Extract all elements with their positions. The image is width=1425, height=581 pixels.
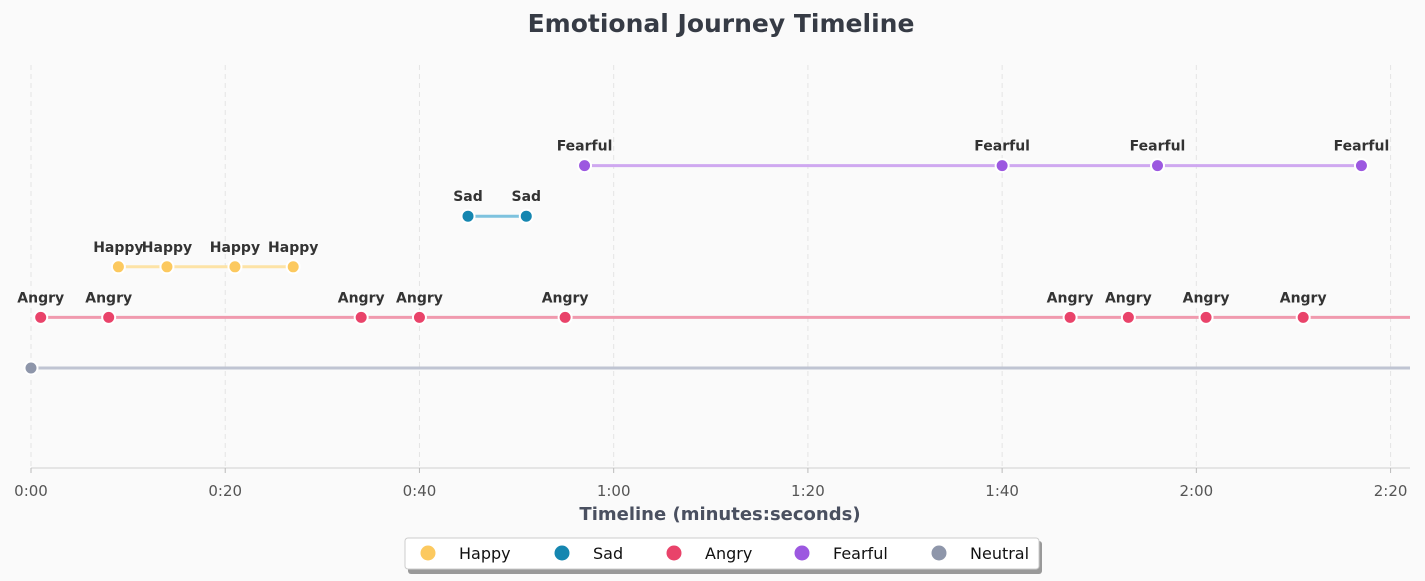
x-tick-label: 1:00 — [597, 482, 631, 500]
data-point — [460, 208, 476, 224]
data-point — [1295, 309, 1311, 325]
data-point — [227, 259, 243, 275]
point-label: Angry — [542, 290, 589, 306]
x-tick-label: 0:20 — [208, 482, 242, 500]
point-label: Angry — [85, 290, 132, 306]
point-label: Angry — [338, 290, 385, 306]
grid-lines — [30, 65, 1392, 468]
x-tick-label: 0:40 — [403, 482, 437, 500]
point-label: Angry — [17, 290, 64, 306]
legend-marker — [554, 545, 570, 561]
chart-title: Emotional Journey Timeline — [528, 9, 915, 38]
point-label: Happy — [142, 240, 192, 256]
legend-marker — [666, 545, 682, 561]
data-point — [1150, 158, 1166, 174]
legend-label: Angry — [705, 544, 752, 563]
data-point — [411, 309, 427, 325]
x-tick-label: 2:00 — [1180, 482, 1214, 500]
data-point — [101, 309, 117, 325]
point-label: Fearful — [974, 139, 1030, 155]
point-label: Happy — [93, 240, 143, 256]
point-label: Fearful — [1334, 139, 1390, 155]
data-point — [1198, 309, 1214, 325]
point-label: Happy — [268, 240, 318, 256]
legend-marker — [420, 545, 436, 561]
data-point — [159, 259, 175, 275]
point-label: Angry — [1047, 290, 1094, 306]
legend-label: Neutral — [970, 544, 1029, 563]
x-tick-label: 1:20 — [791, 482, 825, 500]
legend-label: Sad — [593, 544, 623, 563]
legend-marker — [794, 545, 810, 561]
legend-marker — [931, 545, 947, 561]
series-angry: Angry Angry Angry Angry Angry Angry Angry Angry… — [17, 290, 1410, 325]
series-fearful: Fearful Fearful Fearful Fearful — [557, 139, 1390, 174]
point-label: Fearful — [1130, 139, 1186, 155]
point-label: Sad — [453, 189, 483, 205]
data-point — [577, 158, 593, 174]
x-tick-label: 0:00 — [14, 482, 48, 500]
data-point — [1353, 158, 1369, 174]
point-label: Angry — [1105, 290, 1152, 306]
point-label: Sad — [511, 189, 541, 205]
data-point — [110, 259, 126, 275]
data-point — [353, 309, 369, 325]
data-point — [23, 360, 39, 376]
x-tick-label: 1:40 — [985, 482, 1019, 500]
series-neutral — [23, 360, 1410, 376]
data-point — [1120, 309, 1136, 325]
x-tick-label: 2:20 — [1374, 482, 1408, 500]
legend-label: Happy — [459, 544, 511, 563]
data-point — [33, 309, 49, 325]
data-point — [285, 259, 301, 275]
data-point — [994, 158, 1010, 174]
point-label: Fearful — [557, 139, 613, 155]
point-label: Angry — [1183, 290, 1230, 306]
data-point — [557, 309, 573, 325]
data-point — [518, 208, 534, 224]
point-label: Happy — [210, 240, 260, 256]
legend-label: Fearful — [833, 544, 888, 563]
series-sad: Sad Sad — [453, 189, 541, 224]
point-label: Angry — [1280, 290, 1327, 306]
x-ticks: 0:00 0:20 0:40 1:00 1:20 1:40 2:00 2:20 — [14, 468, 1407, 500]
point-label: Angry — [396, 290, 443, 306]
legend: Happy Sad Angry Fearful Neutral — [404, 537, 1042, 574]
x-axis-label: Timeline (minutes:seconds) — [579, 504, 860, 525]
data-point — [1062, 309, 1078, 325]
